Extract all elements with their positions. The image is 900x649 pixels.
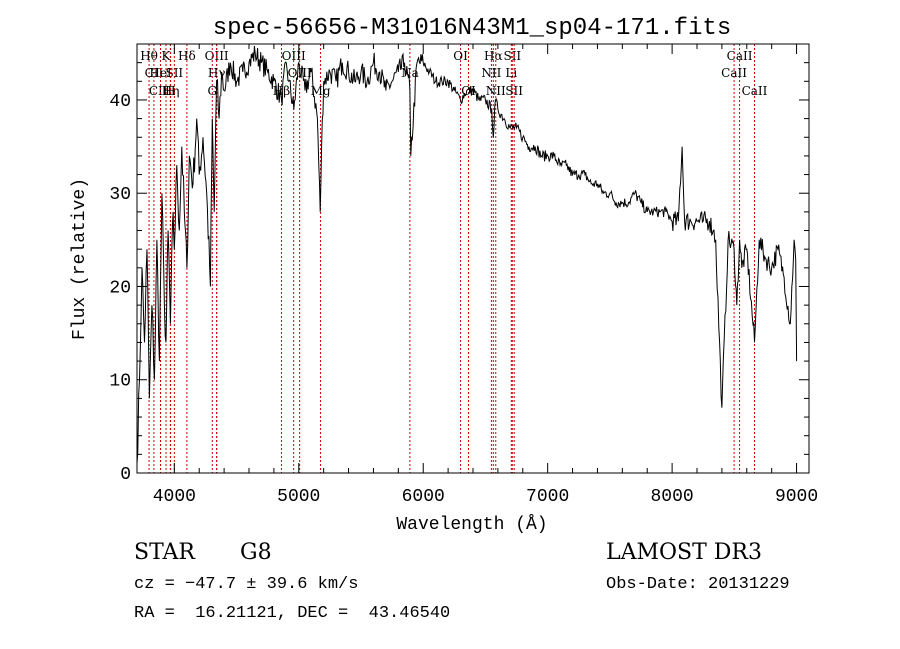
spectrum-line [136, 45, 798, 464]
x-tick-label: 5000 [277, 487, 320, 507]
line-marker-label: CIII [149, 84, 173, 98]
y-axis-label: Flux (relative) [70, 178, 90, 340]
line-marker-label: NII [481, 66, 501, 80]
x-tick-label: 6000 [402, 487, 445, 507]
x-tick-label: 9000 [775, 487, 818, 507]
line-marker-label: Hθ [140, 49, 158, 63]
line-marker-label: K [162, 49, 172, 63]
line-marker-label: Li [505, 66, 517, 80]
line-marker-label: SII [503, 49, 521, 63]
y-tick-label: 10 [109, 372, 131, 392]
line-marker-label: Hβ [273, 84, 290, 98]
plot-frame [136, 43, 810, 474]
line-marker-label: HeI [149, 66, 172, 80]
survey-label: LAMOST DR3 [606, 540, 762, 565]
line-marker-label: Na [401, 66, 419, 80]
x-tick-label: 8000 [651, 487, 694, 507]
line-marker-label: Mg [311, 84, 331, 98]
object-subclass: G8 [240, 540, 272, 565]
line-marker-label: SII [505, 84, 523, 98]
obs-date: Obs-Date: 20131229 [606, 575, 790, 594]
line-marker-label: Hα [484, 49, 503, 63]
line-marker-label: SII [165, 66, 183, 80]
object-class: STAR [134, 540, 195, 565]
coordinates-text: RA = 16.21121, DEC = 43.46540 [134, 604, 451, 623]
x-axis: 4000 5000 6000 7000 8000 9000 [153, 44, 818, 507]
line-marker-label: CII [145, 66, 164, 80]
y-tick-label: 40 [109, 92, 131, 112]
line-marker-label: OIII [282, 49, 306, 63]
line-marker-label: OI [453, 49, 468, 63]
line-marker-label: NII [486, 84, 506, 98]
x-tick-label: 7000 [526, 487, 569, 507]
line-marker-label: CaII [742, 84, 768, 98]
line-marker-label: CaII [727, 49, 753, 63]
line-marker-label: G [207, 84, 217, 98]
line-marker-label: CaII [721, 66, 747, 80]
line-marker-label: H [165, 84, 175, 98]
y-tick-label: 20 [109, 278, 131, 298]
x-axis-label: Wavelength (Å) [396, 514, 547, 535]
y-axis: 0 10 20 30 40 [109, 62, 809, 485]
y-tick-label: 0 [120, 465, 131, 485]
line-marker-label: Hη [162, 84, 180, 98]
line-marker-label: Hδ [178, 49, 196, 63]
redshift-text: cz = −47.7 ± 39.6 km/s [134, 575, 359, 594]
y-tick-label: 30 [109, 185, 131, 205]
x-tick-label: 4000 [153, 487, 196, 507]
chart-title: spec-56656-M31016N43M1_sp04-171.fits [213, 15, 731, 42]
